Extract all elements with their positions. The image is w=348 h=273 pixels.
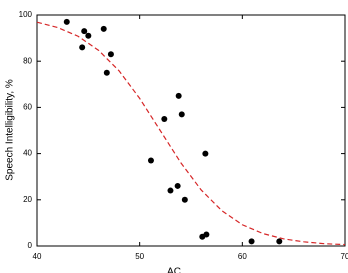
- data-point: [276, 238, 283, 245]
- x-tick-label: 60: [238, 252, 247, 261]
- data-point: [202, 150, 209, 157]
- data-point: [103, 69, 110, 76]
- y-tick-label: 60: [23, 103, 32, 112]
- x-tick-label: 40: [33, 252, 42, 261]
- y-tick-label: 0: [28, 241, 33, 250]
- data-point: [248, 238, 255, 245]
- data-point: [100, 25, 107, 32]
- data-point: [167, 187, 174, 194]
- data-point: [175, 92, 182, 99]
- fit-curve: [36, 21, 346, 246]
- data-point: [203, 231, 210, 238]
- data-point: [81, 28, 88, 35]
- y-tick-label: 80: [23, 56, 32, 65]
- x-tick-label: 50: [135, 252, 144, 261]
- x-tick-label: 70: [341, 252, 348, 261]
- data-point: [181, 196, 188, 203]
- data-point: [79, 44, 86, 51]
- plot-frame: [36, 14, 346, 247]
- x-axis-title: AC: [167, 267, 181, 273]
- y-tick-label: 40: [23, 149, 32, 158]
- data-point: [85, 32, 92, 39]
- data-point: [178, 111, 185, 118]
- data-point: [107, 51, 114, 58]
- y-tick-label: 100: [19, 10, 33, 19]
- data-point: [174, 182, 181, 189]
- data-point: [63, 18, 70, 25]
- data-point: [161, 115, 168, 122]
- data-point: [147, 157, 154, 164]
- y-tick-label: 20: [23, 195, 32, 204]
- y-axis-title: Speech Intelligibility, %: [5, 79, 16, 181]
